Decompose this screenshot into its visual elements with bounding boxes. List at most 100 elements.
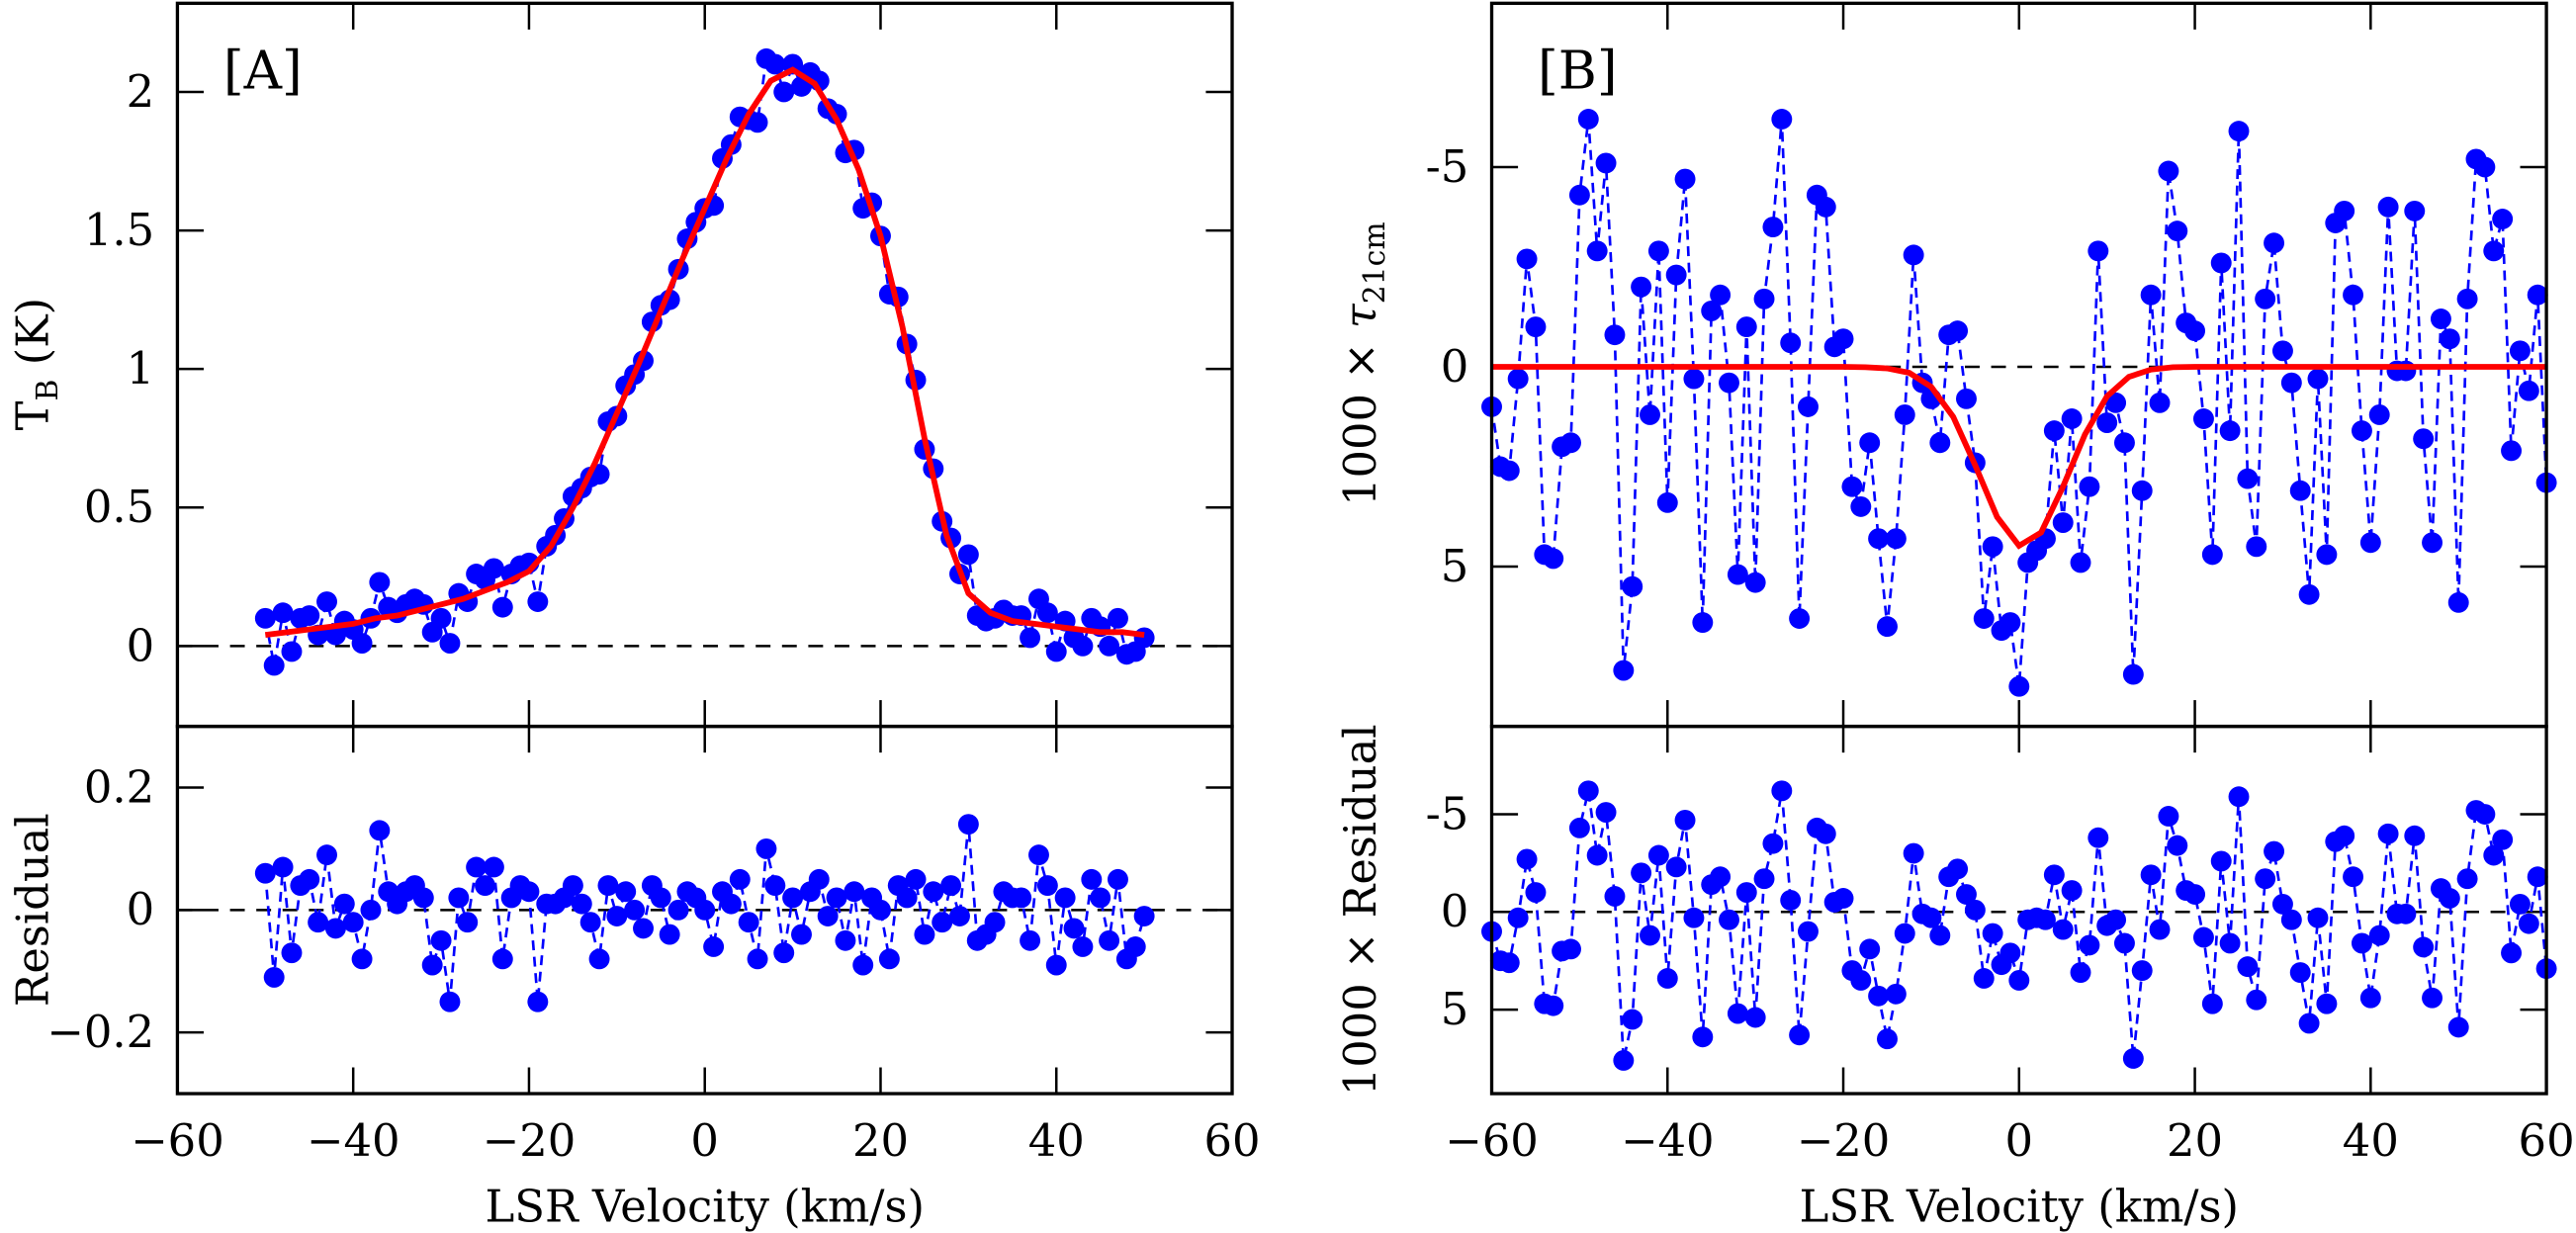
- data-point: [2192, 408, 2214, 429]
- y-tick-label: 0: [1441, 885, 1469, 937]
- data-point: [2079, 476, 2100, 497]
- data-point: [764, 875, 786, 897]
- y-axis-label: Residual: [6, 813, 58, 1007]
- y-axis-label: 1000 × Residual: [1333, 724, 1385, 1096]
- data-point: [1586, 844, 1608, 866]
- data-point: [1859, 432, 1881, 454]
- y-tick-label: 1: [127, 342, 155, 395]
- data-point: [1631, 276, 1652, 298]
- data-point: [1735, 882, 1757, 903]
- data-point: [1613, 660, 1635, 681]
- data-point: [1719, 372, 1739, 394]
- data-point: [1877, 616, 1898, 638]
- data-point: [667, 899, 689, 921]
- data-point: [1108, 607, 1128, 629]
- y-tick-label: -5: [1426, 787, 1469, 839]
- data-point: [2359, 532, 2381, 554]
- data-point: [2422, 532, 2443, 554]
- data-point: [1665, 856, 1687, 878]
- data-point: [1710, 284, 1732, 306]
- data-point: [1665, 264, 1687, 286]
- x-axis-label: LSR Velocity (km/s): [485, 1180, 924, 1232]
- data-point: [1780, 332, 1802, 354]
- data-point: [2034, 909, 2056, 930]
- panel-frame: [1489, 724, 2548, 1096]
- data-point: [263, 655, 285, 676]
- y-tick-label: 0: [1441, 340, 1469, 393]
- data-point: [2122, 1048, 2144, 1069]
- data-point: [1973, 608, 1995, 629]
- data-point: [2052, 919, 2074, 940]
- data-point: [272, 856, 294, 878]
- data-point: [2298, 583, 2320, 605]
- data-point: [2334, 825, 2355, 846]
- data-point: [316, 591, 337, 612]
- data-point: [1701, 300, 1723, 321]
- fit-line: [264, 66, 1145, 639]
- data-point: [2061, 880, 2083, 902]
- data-point: [1640, 925, 1660, 946]
- data-point: [2280, 909, 2302, 930]
- data-point: [2113, 932, 2135, 954]
- x-tick-label: −20: [483, 1114, 577, 1167]
- data-point: [1982, 923, 2003, 944]
- data-point: [2518, 380, 2539, 401]
- y-axis-label-unit: (K): [6, 298, 58, 380]
- data-point: [2492, 829, 2514, 850]
- data-point: [949, 906, 970, 926]
- data-point: [870, 899, 891, 921]
- y-tick-label: -5: [1426, 140, 1469, 193]
- x-tick-label: 60: [1203, 1114, 1260, 1167]
- data-point: [2413, 428, 2435, 450]
- data-point: [1507, 368, 1529, 390]
- data-point: [2492, 209, 2514, 229]
- data-point: [1798, 921, 1819, 942]
- data-point: [1903, 244, 1924, 266]
- data-point: [1956, 884, 1977, 905]
- data-point: [2430, 308, 2451, 329]
- fit-line: [1491, 364, 2547, 550]
- data-point: [1920, 907, 1942, 928]
- data-point: [439, 991, 461, 1013]
- data-point: [1516, 248, 1538, 270]
- data-point: [1885, 983, 1907, 1005]
- data-point: [2377, 823, 2399, 844]
- data-point: [2061, 408, 2083, 429]
- data-point: [1868, 985, 1890, 1007]
- data-point: [1683, 907, 1705, 928]
- data-point: [1036, 602, 1058, 624]
- y-tick-label: 5: [1441, 983, 1469, 1035]
- data-point: [2404, 825, 2426, 846]
- data-point: [2413, 936, 2435, 958]
- data-point: [2246, 989, 2267, 1011]
- data-point: [694, 899, 716, 921]
- data-point: [1568, 184, 1590, 206]
- data-point: [782, 887, 804, 909]
- x-tick-label: 20: [852, 1114, 909, 1167]
- data-point: [2131, 960, 2153, 982]
- data-point: [764, 53, 786, 75]
- data-point: [615, 881, 637, 903]
- data-point: [1072, 635, 1094, 657]
- data-point: [1011, 887, 1032, 909]
- x-tick-label: −60: [1445, 1114, 1539, 1167]
- data-point: [1099, 929, 1120, 951]
- data-point: [527, 991, 549, 1013]
- data-point: [808, 868, 830, 890]
- data-point: [483, 558, 504, 579]
- panel-label: [B]: [1538, 41, 1618, 102]
- data-point: [2501, 440, 2523, 462]
- data-point: [1028, 844, 1049, 866]
- data-point: [1133, 627, 1155, 649]
- data-point: [2351, 932, 2372, 954]
- data-point: [1108, 868, 1128, 890]
- x-tick-label: 0: [2005, 1114, 2034, 1167]
- data-point: [2404, 200, 2426, 221]
- data-point: [2447, 591, 2469, 613]
- data-point: [439, 633, 461, 654]
- data-point: [1613, 1050, 1635, 1071]
- x-tick-label: 40: [1028, 1114, 1085, 1167]
- data-point: [844, 881, 865, 903]
- data-point: [1982, 536, 2003, 558]
- data-point: [1577, 109, 1599, 130]
